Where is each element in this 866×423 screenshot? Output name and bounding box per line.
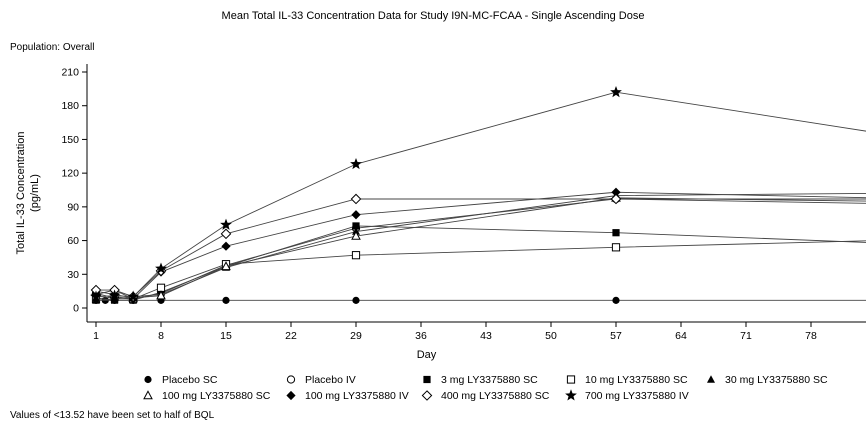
legend-label: 10 mg LY3375880 SC [585, 374, 688, 386]
x-tick-label: 78 [805, 330, 817, 342]
series-4-point [351, 251, 361, 260]
series-3-point [612, 229, 620, 237]
series-9-point [610, 86, 622, 98]
legend-marker [707, 375, 715, 383]
series-6-point [221, 261, 231, 271]
series-6-point [156, 290, 166, 300]
footnote: Values of <13.52 have been set to half o… [10, 410, 215, 421]
y-tick-label: 60 [67, 235, 79, 247]
y-tick-label: 90 [67, 201, 79, 213]
series-4-point [156, 283, 166, 292]
series-7-point [351, 210, 361, 220]
y-tick-label: 180 [61, 100, 79, 112]
legend-label: 400 mg LY3375880 SC [441, 390, 550, 402]
y-tick-label: 120 [61, 168, 79, 180]
x-tick-label: 22 [285, 330, 297, 342]
series-8-point [350, 193, 362, 205]
series-6-point [351, 230, 361, 240]
series-9-point [350, 157, 362, 170]
series-7-point [611, 187, 621, 197]
series-9-point [155, 262, 167, 274]
legend-marker [423, 375, 431, 384]
series-5-line [95, 193, 866, 301]
axes-layer: 0 30 60 90 120 150 180 210 1 8 15 22 29 36 43 50 57 64 71 7… [15, 64, 866, 361]
x-tick-label: 36 [415, 330, 427, 342]
series-8-point [220, 228, 232, 240]
series-8-point [610, 193, 622, 205]
series-7-line [95, 191, 866, 300]
y-tick-label: 0 [73, 303, 79, 315]
legend-marker [144, 375, 152, 384]
x-tick-label: 71 [740, 330, 752, 342]
series-5-point [92, 295, 100, 304]
series-9-point [90, 290, 102, 302]
x-tick-label: 29 [350, 330, 362, 342]
series-9-point [220, 218, 232, 230]
y-tick-label: 150 [61, 134, 79, 146]
legend: Placebo SC Placebo IV 3 mg LY3375880 SC 10 … [143, 374, 828, 402]
x-axis-label: Day [417, 349, 437, 361]
y-tick-label: 210 [61, 67, 79, 79]
legend-marker [143, 390, 153, 400]
y-tick-label: 30 [67, 269, 79, 281]
legend-marker [565, 389, 577, 401]
x-tick-label: 8 [158, 330, 164, 342]
legend-marker [286, 375, 296, 384]
y-axis-unit-label: (pg/mL) [29, 174, 41, 212]
legend-label: 700 mg LY3375880 IV [585, 390, 689, 402]
series-1-point [612, 296, 620, 304]
population-label: Population: Overall [10, 42, 95, 53]
legend-marker [566, 375, 576, 384]
legend-label: 100 mg LY3375880 SC [162, 390, 271, 402]
x-tick-label: 64 [675, 330, 687, 342]
x-tick-label: 57 [610, 330, 622, 342]
series-9-point [127, 290, 140, 302]
series-3-line [96, 225, 866, 301]
series-6-line [95, 197, 866, 299]
series-7-point [221, 241, 231, 251]
legend-label: 100 mg LY3375880 IV [305, 390, 409, 402]
series-9-point [108, 289, 121, 301]
y-axis-label: Total IL-33 Concentration [15, 132, 27, 255]
series-layer [90, 86, 866, 304]
legend-label: 30 mg LY3375880 SC [725, 374, 828, 386]
series-4-point [611, 243, 621, 252]
legend-label: Placebo IV [305, 374, 356, 386]
chart-title: Mean Total IL-33 Concentration Data for … [221, 10, 645, 22]
series-1-point [352, 296, 360, 304]
x-tick-label: 50 [545, 330, 557, 342]
legend-marker [421, 390, 433, 401]
series-1-point [222, 296, 230, 304]
x-tick-label: 43 [480, 330, 492, 342]
legend-label: Placebo SC [162, 374, 218, 386]
series-8-line [96, 198, 866, 298]
x-tick-label: 15 [220, 330, 232, 342]
legend-marker [286, 390, 296, 401]
series-4-line [95, 240, 866, 300]
legend-label: 3 mg LY3375880 SC [441, 374, 538, 386]
x-tick-label: 1 [93, 330, 99, 342]
series-5-point [110, 294, 119, 303]
series-3-point [352, 222, 360, 230]
